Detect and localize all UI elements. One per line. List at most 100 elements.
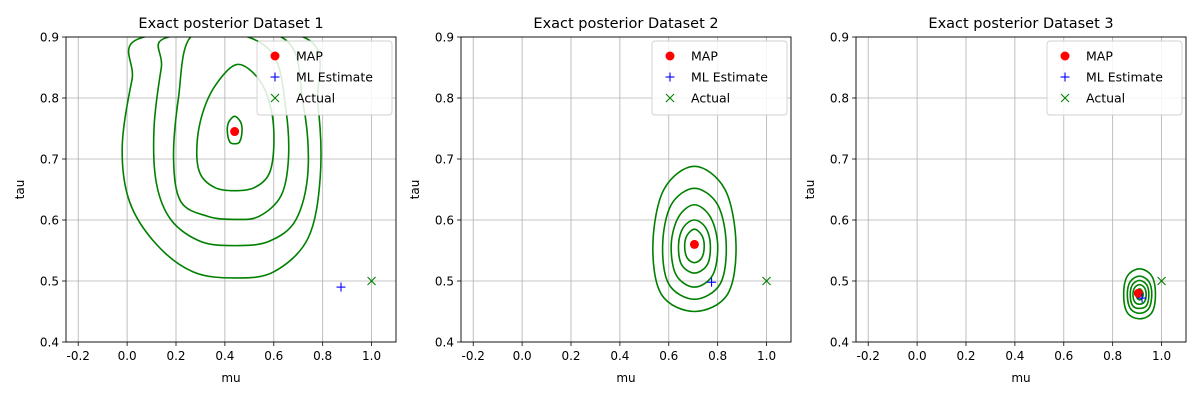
x-tick-label: 1.0 xyxy=(362,349,381,363)
x-tick-label: 0.4 xyxy=(610,349,629,363)
legend-actual-marker-b xyxy=(1060,93,1070,103)
y-axis-label: tau xyxy=(13,180,27,200)
y-tick-label: 0.6 xyxy=(830,214,849,228)
x-tick-label: 0.8 xyxy=(313,349,332,363)
contour-line xyxy=(652,165,737,313)
chart-panel-3: -0.2 0.0 0.2 0.4 0.6 0.8 1.0 0.4 0.5 0.6 0.7 0.8 0.9… xyxy=(803,16,1187,385)
y-tick-label: 0.9 xyxy=(830,31,849,45)
ml-estimate-point xyxy=(1137,293,1147,303)
x-axis-label: mu xyxy=(1011,371,1030,385)
map-point xyxy=(230,127,240,137)
x-tick-label: 0.2 xyxy=(956,349,975,363)
legend-box xyxy=(1046,40,1183,116)
contour-line xyxy=(661,187,728,301)
actual-point xyxy=(367,276,376,286)
x-tick-label: 0.0 xyxy=(513,349,532,363)
legend-actual-label: Actual xyxy=(691,91,730,106)
legend-map-label: MAP xyxy=(691,49,718,64)
y-tick-label: 0.5 xyxy=(830,275,849,289)
legend-map-label: MAP xyxy=(296,49,323,64)
contour-line xyxy=(670,203,719,288)
actual-point xyxy=(1157,276,1166,286)
y-tick-label: 0.7 xyxy=(435,153,454,167)
legend-actual-label: Actual xyxy=(296,91,335,106)
chart-title: Exact posterior Dataset 2 xyxy=(533,16,718,32)
contour-line xyxy=(1122,267,1157,320)
ml-estimate-point xyxy=(336,282,346,292)
x-tick-label: 1.0 xyxy=(1152,349,1171,363)
x-axis-label: mu xyxy=(616,371,635,385)
legend-ml-estimate-label: ML Estimate xyxy=(296,70,373,85)
contour-line xyxy=(677,219,712,274)
legend-actual-marker xyxy=(1060,93,1070,103)
contour-line xyxy=(1132,283,1147,305)
legend-ml-estimate-marker xyxy=(1060,72,1070,82)
chart-panel-2: -0.2 0.0 0.2 0.4 0.6 0.8 1.0 0.4 0.5 0.6 0.7 0.8 0.9… xyxy=(408,16,792,385)
y-tick-label: 0.9 xyxy=(435,31,454,45)
x-tick-label: 0.0 xyxy=(118,349,137,363)
y-tick-label: 0.4 xyxy=(40,336,59,350)
plot-frame xyxy=(460,36,792,343)
legend-map-marker xyxy=(665,51,675,61)
legend-map-marker xyxy=(1060,51,1070,61)
legend-actual-marker xyxy=(665,93,675,103)
x-tick-label: 0.8 xyxy=(708,349,727,363)
actual-point xyxy=(762,276,771,286)
x-tick-label: 0.4 xyxy=(215,349,234,363)
actual-point-b xyxy=(762,276,771,286)
legend: MAP ML Estimate Actual xyxy=(1046,40,1183,116)
x-tick-label: 0.6 xyxy=(659,349,678,363)
chart-title: Exact posterior Dataset 1 xyxy=(138,16,323,32)
x-tick-label: -0.2 xyxy=(462,349,485,363)
y-axis-label: tau xyxy=(803,180,817,200)
y-tick-label: 0.5 xyxy=(435,275,454,289)
legend-ml-estimate-marker xyxy=(665,72,675,82)
x-tick-label: 0.2 xyxy=(561,349,580,363)
ml-estimate-point xyxy=(707,277,717,287)
posterior-contours xyxy=(652,165,737,313)
x-tick-label: 1.0 xyxy=(757,349,776,363)
plot-frame xyxy=(855,36,1187,343)
legend-box xyxy=(651,40,788,116)
legend-ml-estimate-label: ML Estimate xyxy=(1086,70,1163,85)
actual-point-b xyxy=(367,276,376,286)
x-tick-label: 0.8 xyxy=(1103,349,1122,363)
y-tick-label: 0.4 xyxy=(830,336,849,350)
contour-line xyxy=(152,37,310,247)
contour-line xyxy=(683,228,706,264)
y-tick-label: 0.8 xyxy=(830,92,849,106)
plot-frame xyxy=(65,36,397,343)
contour-line xyxy=(121,37,322,279)
contour-line xyxy=(1126,275,1153,315)
y-tick-label: 0.4 xyxy=(435,336,454,350)
legend-actual-label: Actual xyxy=(1086,91,1125,106)
y-tick-label: 0.7 xyxy=(830,153,849,167)
map-point xyxy=(1133,288,1143,298)
y-axis-label: tau xyxy=(408,180,422,200)
y-tick-label: 0.7 xyxy=(40,153,59,167)
y-tick-label: 0.9 xyxy=(40,31,59,45)
y-tick-label: 0.8 xyxy=(435,92,454,106)
x-tick-label: -0.2 xyxy=(67,349,90,363)
legend-ml-estimate-marker xyxy=(270,72,280,82)
x-tick-label: 0.2 xyxy=(166,349,185,363)
x-axis-label: mu xyxy=(221,371,240,385)
actual-point-b xyxy=(1157,276,1166,286)
chart-title: Exact posterior Dataset 3 xyxy=(928,16,1113,32)
chart-panel-1: -0.2 0.0 0.2 0.4 0.6 0.8 1.0 0.4 0.5 0.6 0.7 0.8 0.9… xyxy=(13,16,397,385)
y-tick-label: 0.8 xyxy=(40,92,59,106)
contour-line xyxy=(226,115,243,145)
legend-map-marker xyxy=(270,51,280,61)
x-tick-label: 0.6 xyxy=(1054,349,1073,363)
legend: MAP ML Estimate Actual xyxy=(651,40,788,116)
y-tick-label: 0.6 xyxy=(435,214,454,228)
y-tick-label: 0.5 xyxy=(40,275,59,289)
y-tick-label: 0.6 xyxy=(40,214,59,228)
x-tick-label: 0.0 xyxy=(908,349,927,363)
legend-box xyxy=(256,40,393,116)
map-point xyxy=(689,239,699,249)
legend-actual-marker xyxy=(270,93,280,103)
contour-line xyxy=(1129,279,1150,310)
x-tick-label: -0.2 xyxy=(857,349,880,363)
